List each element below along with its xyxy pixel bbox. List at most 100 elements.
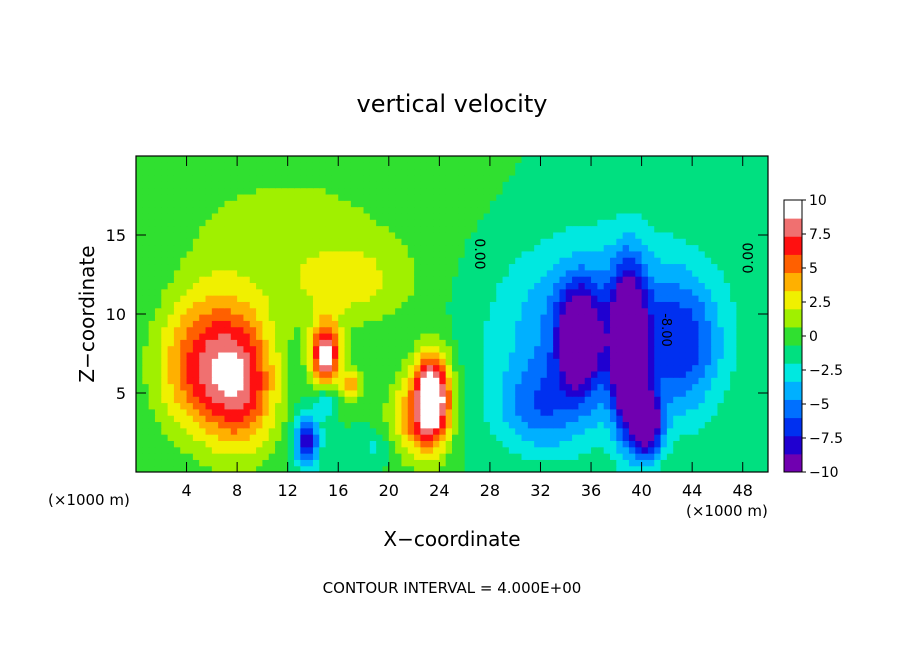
- heatmap-cell: [275, 257, 282, 265]
- heatmap-cell: [452, 446, 459, 454]
- heatmap-cell: [749, 257, 756, 265]
- heatmap-cell: [742, 257, 750, 265]
- heatmap-cell: [331, 288, 339, 296]
- heatmap-cell: [426, 465, 434, 472]
- heatmap-cell: [136, 332, 143, 340]
- heatmap-cell: [211, 364, 219, 372]
- heatmap-cell: [154, 181, 162, 189]
- heatmap-cell: [249, 465, 257, 472]
- heatmap-cell: [350, 263, 358, 271]
- heatmap-cell: [192, 257, 200, 265]
- heatmap-cell: [192, 295, 200, 302]
- heatmap-cell: [294, 244, 301, 252]
- heatmap-cell: [186, 339, 194, 347]
- heatmap-cell: [325, 332, 333, 340]
- heatmap-cell: [230, 339, 238, 347]
- heatmap-cell: [388, 427, 396, 435]
- heatmap-cell: [414, 408, 421, 416]
- heatmap-cell: [559, 345, 567, 353]
- heatmap-cell: [445, 459, 453, 467]
- heatmap-cell: [230, 453, 238, 460]
- heatmap-cell: [388, 389, 396, 397]
- heatmap-cell: [685, 332, 693, 340]
- heatmap-cell: [508, 257, 516, 265]
- heatmap-cell: [635, 162, 643, 170]
- heatmap-cell: [483, 332, 491, 340]
- heatmap-cell: [350, 326, 358, 334]
- heatmap-cell: [496, 168, 504, 176]
- heatmap-cell: [136, 193, 143, 201]
- heatmap-cell: [230, 257, 238, 265]
- heatmap-cell: [243, 396, 251, 404]
- heatmap-cell: [331, 269, 339, 277]
- heatmap-cell: [331, 396, 339, 404]
- heatmap-cell: [218, 238, 226, 246]
- heatmap-cell: [534, 295, 542, 302]
- heatmap-cell: [256, 326, 263, 334]
- heatmap-cell: [692, 415, 700, 423]
- heatmap-cell: [249, 219, 257, 227]
- heatmap-cell: [224, 181, 232, 189]
- heatmap-cell: [268, 453, 276, 460]
- heatmap-cell: [578, 446, 586, 454]
- heatmap-cell: [603, 181, 611, 189]
- heatmap-cell: [749, 314, 756, 321]
- heatmap-cell: [647, 314, 655, 321]
- heatmap-cell: [420, 345, 428, 353]
- heatmap-cell: [357, 263, 365, 271]
- heatmap-cell: [300, 307, 308, 315]
- heatmap-cell: [749, 200, 756, 208]
- heatmap-cell: [660, 326, 668, 334]
- heatmap-cell: [641, 288, 649, 296]
- heatmap-cell: [445, 314, 453, 321]
- heatmap-cell: [180, 396, 188, 404]
- heatmap-cell: [294, 257, 301, 265]
- heatmap-cell: [660, 244, 668, 252]
- heatmap-cell: [154, 200, 162, 208]
- heatmap-cell: [243, 263, 251, 271]
- heatmap-cell: [534, 320, 542, 328]
- heatmap-cell: [565, 162, 573, 170]
- heatmap-cell: [603, 156, 611, 163]
- heatmap-cell: [502, 257, 510, 265]
- heatmap-cell: [287, 174, 295, 182]
- heatmap-cell: [502, 415, 510, 423]
- heatmap-cell: [616, 440, 624, 448]
- heatmap-cell: [603, 212, 611, 220]
- heatmap-cell: [464, 181, 472, 189]
- heatmap-cell: [224, 345, 232, 353]
- heatmap-cell: [749, 168, 756, 176]
- heatmap-cell: [192, 339, 200, 347]
- heatmap-cell: [256, 440, 263, 448]
- heatmap-cell: [489, 238, 497, 246]
- heatmap-cell: [445, 339, 453, 347]
- heatmap-cell: [742, 326, 750, 334]
- heatmap-cell: [224, 434, 232, 441]
- heatmap-cell: [603, 427, 611, 435]
- heatmap-cell: [167, 257, 175, 265]
- heatmap-cell: [496, 156, 504, 163]
- heatmap-cell: [439, 402, 447, 410]
- heatmap-cell: [597, 168, 605, 176]
- heatmap-cell: [527, 440, 535, 448]
- heatmap-cell: [496, 453, 504, 460]
- heatmap-cell: [591, 181, 598, 189]
- heatmap-cell: [395, 301, 403, 309]
- heatmap-cell: [654, 402, 662, 410]
- heatmap-cell: [414, 402, 421, 410]
- heatmap-cell: [673, 238, 681, 246]
- heatmap-cell: [420, 383, 428, 391]
- heatmap-cell: [300, 219, 308, 227]
- heatmap-cell: [363, 181, 371, 189]
- heatmap-cell: [749, 162, 756, 170]
- heatmap-cell: [502, 453, 510, 460]
- heatmap-cell: [496, 446, 504, 454]
- heatmap-cell: [666, 377, 674, 385]
- heatmap-cell: [256, 219, 263, 227]
- heatmap-cell: [628, 459, 636, 467]
- heatmap-cell: [578, 257, 586, 265]
- heatmap-cell: [508, 434, 516, 441]
- heatmap-cell: [521, 231, 529, 239]
- heatmap-cell: [717, 250, 725, 258]
- heatmap-cell: [717, 396, 725, 404]
